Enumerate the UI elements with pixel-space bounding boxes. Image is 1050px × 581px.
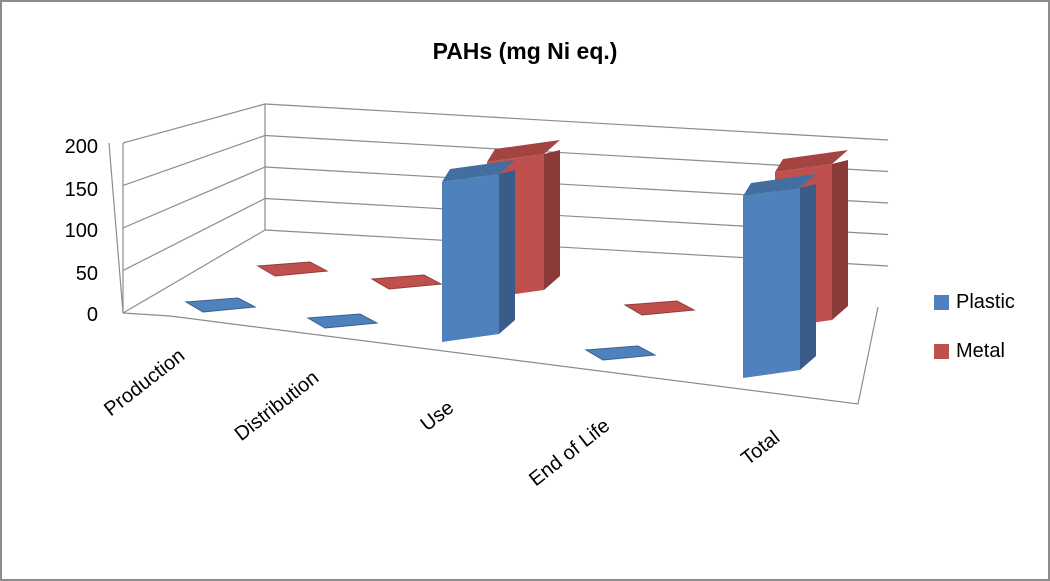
gridline-side (122, 166, 266, 229)
bar-side-plastic-4 (800, 184, 816, 370)
x-tick-label: Use (416, 397, 458, 436)
y-tick-label: 50 (76, 263, 98, 285)
legend: Plastic Metal (934, 290, 1015, 388)
legend-swatch-plastic (934, 295, 949, 310)
legend-swatch-metal (934, 344, 949, 359)
gridline-side (122, 229, 266, 314)
bar-top-plastic-4 (743, 174, 816, 196)
x-tick-label: Total (737, 427, 784, 470)
bar-top-plastic-2 (442, 160, 515, 182)
bar-plastic-0 (184, 297, 257, 313)
y-tick-label: 100 (65, 220, 98, 242)
bar-metal-0 (256, 261, 329, 277)
y-tick-label: 200 (65, 136, 98, 158)
gridline-side (122, 134, 266, 187)
bar-side-plastic-2 (499, 170, 515, 334)
bar-metal-1 (370, 274, 443, 290)
x-tick-label: Production (100, 345, 189, 421)
legend-item-plastic: Plastic (934, 290, 1015, 315)
x-tick-label: End of Life (525, 415, 614, 491)
bar-side-metal-2 (544, 150, 560, 290)
chart-title: PAHs (mg Ni eq.) (432, 38, 618, 64)
bar-plastic-1 (306, 313, 379, 329)
legend-item-metal: Metal (934, 339, 1015, 364)
legend-label-metal: Metal (956, 340, 1005, 362)
gridline (264, 103, 889, 141)
bar-top-metal-2 (487, 140, 560, 162)
gridline-side (122, 103, 266, 144)
gridline-side (122, 197, 266, 272)
x-tick-label: Distribution (231, 367, 323, 446)
bar-top-metal-4 (775, 150, 848, 172)
bar-plastic-3 (584, 345, 657, 361)
bar-metal-3 (623, 300, 696, 316)
bar-side-metal-4 (832, 160, 848, 320)
y-tick-label: 150 (65, 179, 98, 201)
side-wall-edge (108, 142, 124, 314)
y-tick-label: 0 (87, 304, 98, 326)
legend-label-plastic: Plastic (956, 291, 1015, 313)
floor-edge (122, 306, 879, 405)
bar-plastic-4 (743, 188, 800, 378)
bar-plastic-2 (442, 174, 499, 342)
